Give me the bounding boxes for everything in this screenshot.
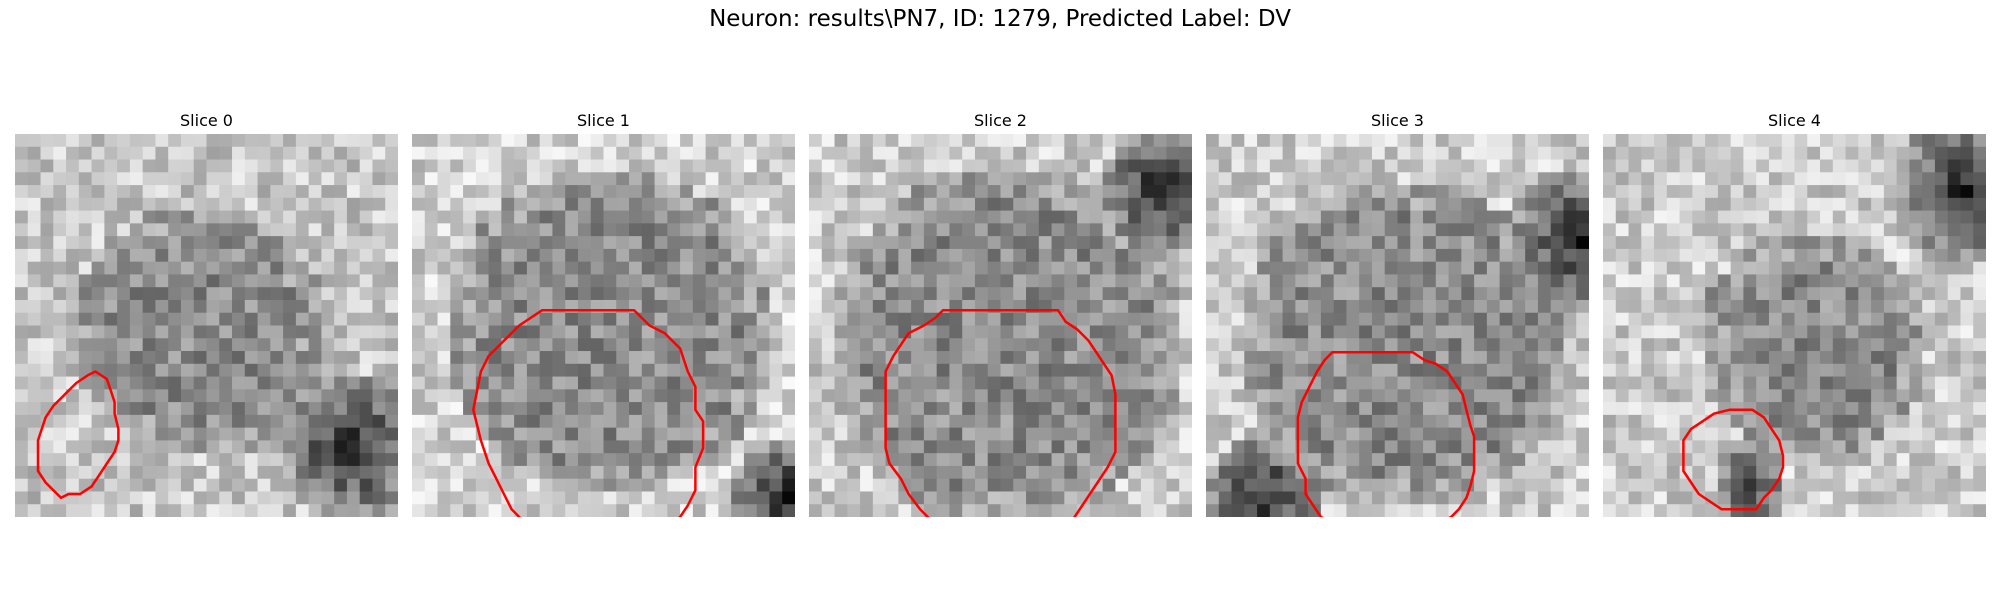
slice-image xyxy=(412,134,795,517)
slice-image xyxy=(15,134,398,517)
slice-image xyxy=(1206,134,1589,517)
slice-panel-2: Slice 2 xyxy=(809,110,1192,132)
slice-title: Slice 0 xyxy=(15,110,398,132)
slice-panel-4: Slice 4 xyxy=(1603,110,1986,132)
slice-image xyxy=(809,134,1192,517)
slice-image xyxy=(1603,134,1986,517)
slice-panel-0: Slice 0 xyxy=(15,110,398,132)
slice-panel-3: Slice 3 xyxy=(1206,110,1589,132)
slice-title: Slice 3 xyxy=(1206,110,1589,132)
slice-title: Slice 2 xyxy=(809,110,1192,132)
figure-title: Neuron: results\PN7, ID: 1279, Predicted… xyxy=(0,6,2000,32)
slice-title: Slice 1 xyxy=(412,110,795,132)
slice-title: Slice 4 xyxy=(1603,110,1986,132)
slice-panel-1: Slice 1 xyxy=(412,110,795,132)
